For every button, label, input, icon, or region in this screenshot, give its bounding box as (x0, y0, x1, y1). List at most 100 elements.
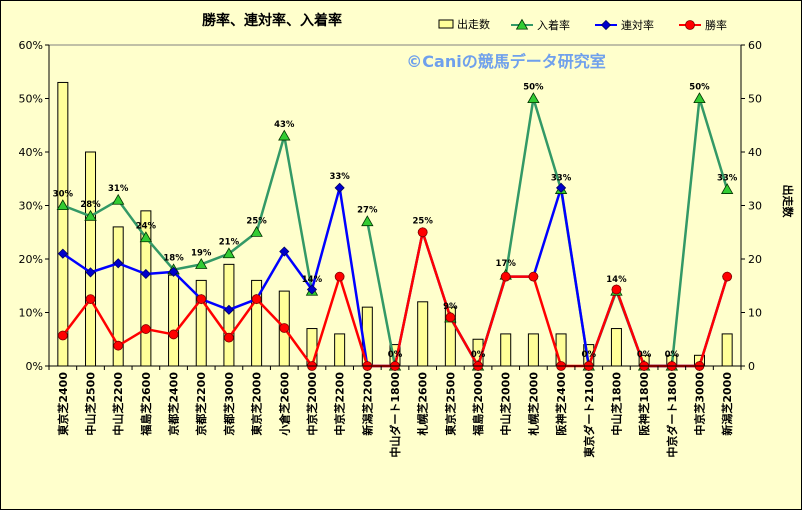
data-label: 14% (302, 275, 323, 285)
data-label: 0% (637, 350, 652, 360)
x-tick-label: 中京芝2200 (333, 372, 347, 436)
triangle-marker (720, 183, 734, 194)
x-tick-label: 福島芝2600 (139, 372, 153, 437)
legend-label: 入着率 (537, 18, 570, 32)
bar (334, 333, 346, 367)
circle-marker (196, 294, 207, 305)
markers-group (56, 92, 734, 372)
data-label: 0% (582, 350, 597, 360)
circle-marker (113, 340, 124, 351)
triangle-marker (56, 199, 70, 211)
bar (57, 81, 69, 367)
legend-swatch (438, 19, 454, 29)
data-label: 17% (496, 259, 517, 269)
y-left-tick-label: 50% (19, 93, 43, 106)
circle-marker (528, 271, 539, 282)
data-label: 25% (246, 216, 267, 226)
data-label: 31% (108, 184, 129, 194)
y-right-tick-label: 60 (748, 39, 762, 52)
legend-circle-icon (685, 20, 695, 30)
x-tick-label: 新潟芝2200 (360, 372, 374, 436)
triangle-marker (527, 92, 540, 104)
data-label: 19% (191, 248, 212, 258)
y-right-tick-label: 30 (748, 200, 762, 213)
legend-label: 出走数 (457, 17, 490, 31)
circle-marker (224, 332, 234, 343)
circle-marker (168, 329, 179, 340)
y-axis-left: 0% 10% 20% 30% 40% 50% 60% (19, 39, 50, 373)
x-tick-label: 中京芝2000 (305, 372, 319, 436)
circle-marker (500, 271, 511, 282)
diamond-marker (279, 246, 290, 257)
circle-marker (85, 294, 96, 305)
data-label: 50% (689, 83, 710, 93)
x-tick-label: 京都芝3000 (222, 372, 236, 436)
x-tick-label: 東京芝2400 (56, 372, 70, 436)
bar (610, 328, 622, 367)
x-tick-label: 中京芝3000 (692, 372, 706, 436)
circle-marker (445, 312, 456, 323)
data-label: 30% (53, 190, 74, 200)
circle-marker (611, 284, 622, 295)
legend-label: 勝率 (705, 18, 727, 32)
x-tick-label: 福島芝2000 (471, 372, 485, 437)
circle-marker (279, 323, 290, 333)
bars-group (57, 81, 733, 367)
data-label: 0% (665, 350, 680, 360)
x-tick-label: 小倉芝2600 (277, 372, 291, 437)
data-label: 9% (443, 302, 458, 312)
legend-diamond-icon (600, 19, 612, 31)
triangle-marker (361, 215, 374, 227)
x-tick-label: 中京ダート1800 (665, 372, 679, 458)
y-left-tick-label: 40% (19, 146, 43, 159)
triangle-marker (693, 92, 706, 104)
y-right-tick-label: 50 (748, 93, 762, 106)
y-right-tick-label: 40 (748, 146, 762, 159)
x-tick-label: 中山芝2200 (111, 372, 125, 436)
x-tick-label: 京都芝2200 (194, 372, 208, 436)
triangle-marker (112, 193, 125, 205)
data-label: 18% (163, 254, 184, 264)
x-tick-label: 新潟芝2000 (720, 372, 734, 436)
x-tick-label: 中山芝2000 (499, 372, 513, 436)
legend-label: 連対率 (621, 18, 654, 32)
plot-area (48, 44, 742, 367)
x-tick-label: 中山芝1800 (609, 372, 623, 436)
triangle-marker (139, 231, 153, 243)
data-label: 50% (523, 83, 544, 93)
data-label: 33% (717, 173, 738, 183)
triangle-marker (195, 258, 208, 269)
series-line (62, 186, 729, 368)
diamond-marker (57, 248, 68, 259)
data-labels-group: 30% 28% 31% 24% 18% 19% 21% 25% 43% 14% 33% 27% 0% 25… (53, 83, 738, 361)
series-line (62, 134, 314, 292)
y-right-tick-label: 0 (748, 360, 755, 373)
y-axis-right: 0 10 20 30 40 50 60 (740, 39, 762, 373)
watermark-text: ©Caniの競馬データ研究室 (406, 52, 605, 71)
circle-marker (417, 227, 428, 238)
data-label: 27% (357, 206, 378, 216)
triangle-marker (278, 129, 291, 141)
triangle-marker (250, 225, 263, 237)
data-label: 25% (413, 216, 434, 226)
x-tick-label: 東京ダート2100 (582, 372, 596, 458)
x-tick-label: 京都芝2400 (167, 372, 181, 436)
y-axis-right-label: 出走数 (781, 185, 795, 219)
y-right-tick-label: 20 (748, 253, 762, 266)
bar (500, 333, 512, 367)
diamond-marker (334, 182, 345, 193)
bar (195, 279, 207, 367)
x-tick-label: 東京芝2500 (443, 372, 457, 436)
circle-marker (722, 271, 733, 282)
circle-marker (251, 294, 262, 305)
diamond-marker (140, 268, 151, 280)
diamond-marker (556, 182, 567, 193)
y-left-tick-label: 10% (19, 307, 43, 320)
y-left-tick-label: 0% (26, 360, 43, 373)
bar (417, 301, 429, 367)
data-label: 0% (388, 350, 403, 360)
data-label: 43% (274, 120, 295, 130)
series-line (449, 97, 729, 368)
